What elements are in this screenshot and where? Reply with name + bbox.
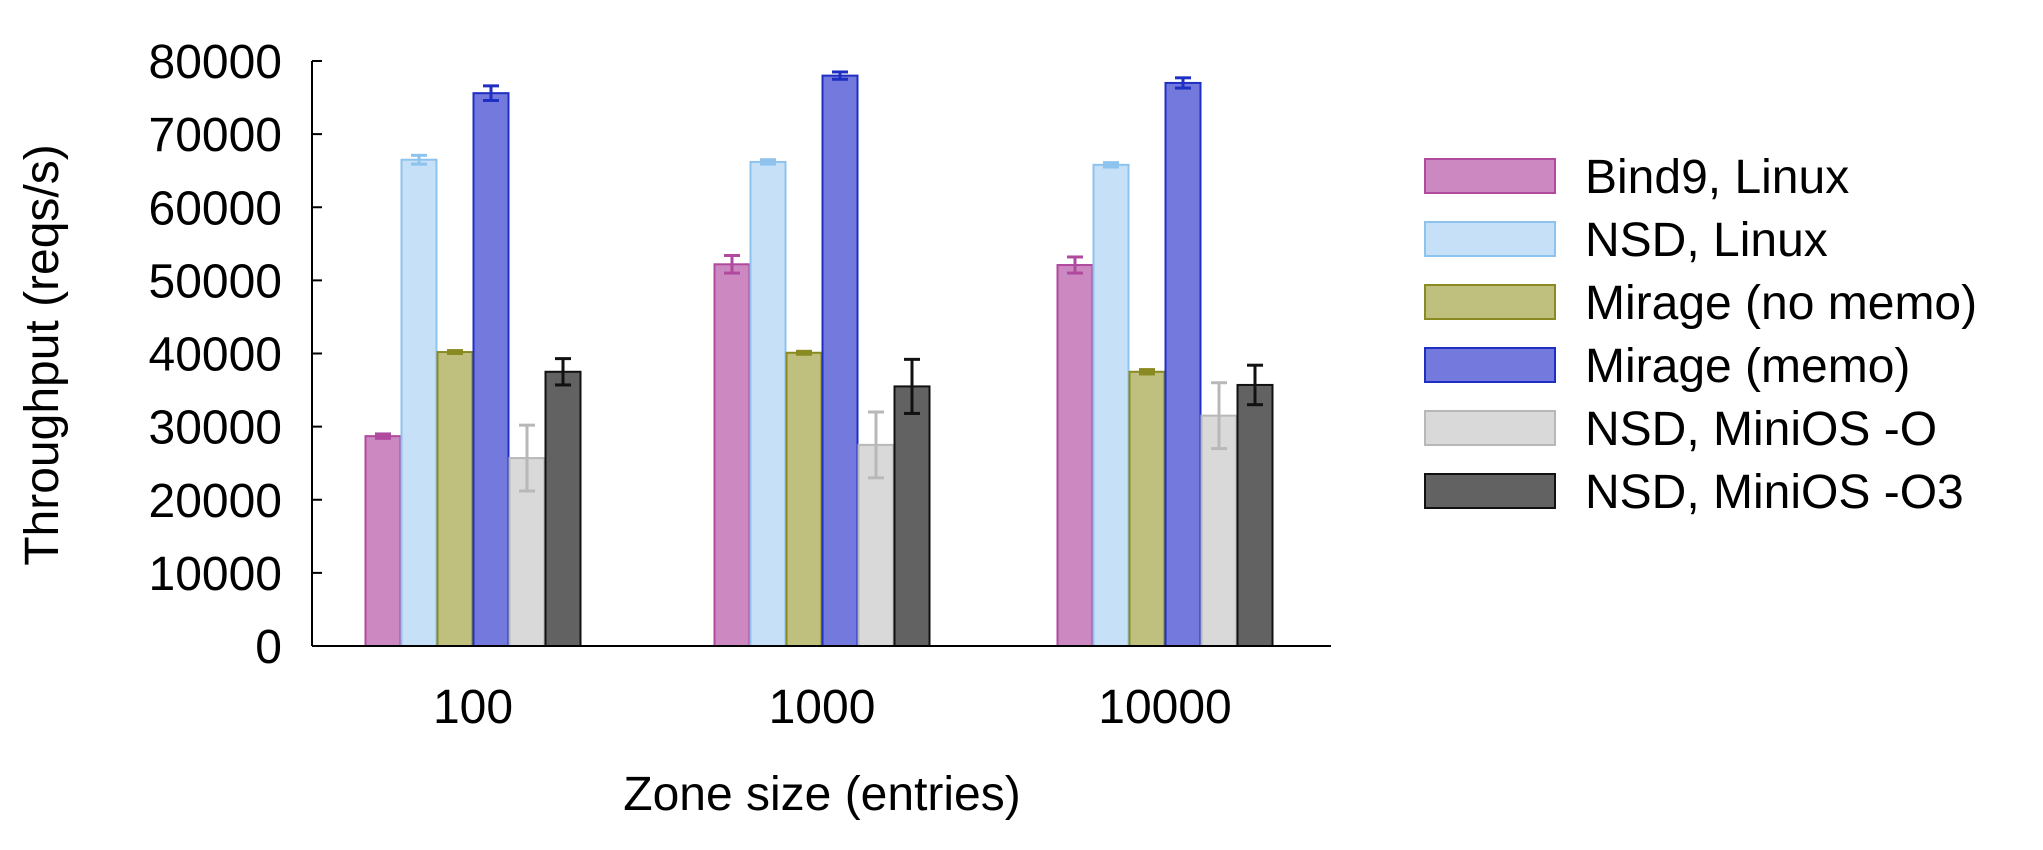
x-tick-label: 10000	[1098, 681, 1231, 734]
bar	[400, 158, 438, 647]
legend-swatch	[1424, 410, 1556, 446]
bar	[749, 160, 787, 647]
error-bar	[483, 84, 499, 102]
legend-item: Bind9, Linux	[1424, 151, 1849, 204]
bar	[785, 351, 823, 647]
legend-swatch	[1424, 347, 1556, 383]
legend-label: Bind9, Linux	[1585, 151, 1849, 204]
x-tick-label: 1000	[769, 681, 876, 734]
legend-item: NSD, Linux	[1424, 214, 1828, 267]
x-axis-ticks: 100 1000 10000	[433, 681, 1232, 734]
y-tick-label: 80000	[149, 36, 282, 89]
error-bar	[1247, 363, 1263, 407]
legend-label: Mirage (no memo)	[1585, 277, 1977, 330]
legend-swatch	[1424, 158, 1556, 194]
bar	[544, 370, 582, 647]
bar	[1200, 414, 1238, 647]
x-tick-label: 100	[433, 681, 513, 734]
series-1	[400, 153, 1130, 647]
legend-label: NSD, MiniOS -O	[1585, 403, 1937, 456]
bar	[1236, 383, 1274, 647]
y-axis-title: Throughput (reqs/s)	[16, 144, 69, 566]
error-bar	[411, 153, 427, 166]
bar	[821, 74, 859, 647]
bar	[472, 92, 510, 648]
error-bar	[1175, 76, 1191, 90]
y-tick-label: 10000	[149, 548, 282, 601]
error-bar	[1139, 368, 1155, 376]
x-axis-title: Zone size (entries)	[623, 768, 1020, 821]
bar	[436, 351, 474, 647]
bar	[1056, 264, 1094, 647]
legend-item: NSD, MiniOS -O	[1424, 403, 1937, 456]
y-tick-label: 20000	[149, 475, 282, 528]
legend: Bind9, Linux NSD, Linux Mirage (no memo) Mi…	[1424, 151, 1977, 519]
legend-item: NSD, MiniOS -O3	[1424, 466, 1964, 519]
error-bar	[555, 357, 571, 387]
legend-label: NSD, Linux	[1585, 214, 1828, 267]
error-bar	[796, 349, 812, 356]
legend-swatch	[1424, 221, 1556, 257]
legend-swatch	[1424, 284, 1556, 320]
y-tick-label: 40000	[149, 329, 282, 382]
error-bar	[724, 254, 740, 275]
error-bar	[904, 357, 920, 415]
error-bar	[1067, 255, 1083, 275]
series-2	[436, 349, 1166, 647]
bar	[893, 385, 931, 647]
y-tick-label: 0	[255, 621, 282, 674]
error-bar	[1211, 381, 1227, 451]
legend-item: Mirage (no memo)	[1424, 277, 1977, 330]
series-3	[472, 70, 1202, 648]
plot-area	[364, 70, 1274, 648]
legend-label: NSD, MiniOS -O3	[1585, 466, 1964, 519]
error-bar	[1103, 161, 1119, 169]
error-bar	[447, 349, 463, 355]
bar	[1128, 370, 1166, 647]
bar	[364, 435, 402, 647]
error-bar	[832, 70, 848, 81]
y-tick-label: 70000	[149, 109, 282, 162]
y-tick-label: 60000	[149, 182, 282, 235]
y-axis-ticks: 0 10000 20000 30000 40000 50000 60000 70000 8000…	[149, 36, 322, 674]
legend-label: Mirage (memo)	[1585, 340, 1910, 393]
bar	[713, 263, 751, 647]
bar	[1164, 81, 1202, 647]
series-4	[508, 381, 1238, 647]
y-tick-label: 30000	[149, 402, 282, 455]
bar	[1092, 163, 1130, 647]
error-bar	[519, 423, 535, 493]
error-bar	[760, 158, 776, 166]
legend-item: Mirage (memo)	[1424, 340, 1910, 393]
y-tick-label: 50000	[149, 255, 282, 308]
error-bar	[868, 410, 884, 480]
legend-swatch	[1424, 473, 1556, 509]
error-bar	[375, 432, 391, 440]
